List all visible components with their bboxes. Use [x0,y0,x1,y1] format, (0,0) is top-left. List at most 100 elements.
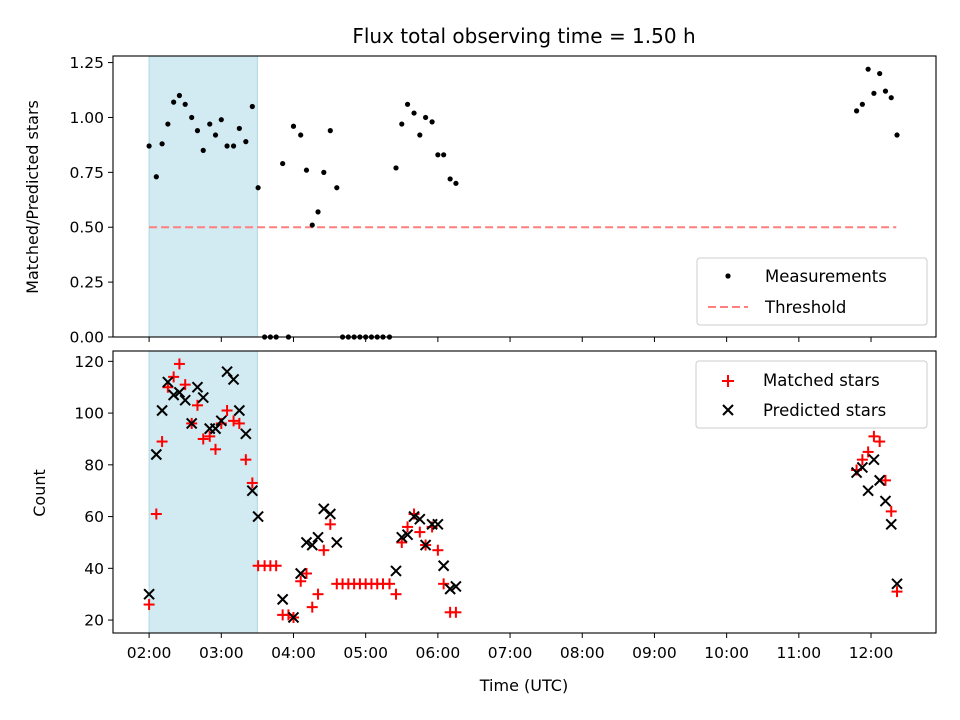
x-tick-label: 07:00 [488,644,533,662]
predicted-star-point [156,404,168,417]
predicted-star-point [450,580,462,593]
bottom-x-axis-ticks: 02:00 03:00 04:00 05:00 06:00 07:00 08:00 09:00… [127,633,894,662]
top-y-axis-label: Matched/Predicted stars [23,100,42,294]
matched-star-point [210,443,222,455]
measurement-point [236,125,242,132]
measurement-point [249,103,255,110]
top-legend: Measurements Threshold [696,257,928,326]
measurement-point [411,110,417,116]
matched-star-point [324,518,336,530]
matched-star-point [390,588,402,600]
predicted-star-point [331,536,343,549]
predicted-star-point [885,518,897,531]
predicted-star-point [233,404,246,417]
x-tick-label: 11:00 [776,644,821,662]
top-plot-frame [112,55,937,338]
measurement-point [435,152,441,158]
matched-star-point [197,433,209,445]
measurement-point [888,95,894,101]
top-y-axis-ticks: 0.00 0.25 0.50 0.75 1.00 1.25 [69,54,113,347]
predicted-star-point [227,373,240,386]
matched-star-point [233,417,245,429]
measurement-point [882,88,889,94]
predicted-star-point [390,565,402,577]
predicted-stars-points [143,365,903,624]
matched-star-point [312,588,324,600]
predicted-star-point [324,508,337,520]
measurement-point [298,132,304,138]
predicted-star-point [215,415,227,427]
predicted-star-point [276,593,289,606]
measurement-point [334,185,340,191]
matched-star-point [414,526,426,538]
predicted-star-point [396,531,408,543]
predicted-star-point [408,510,420,523]
measurement-point [159,141,165,147]
matched-star-point [143,599,155,611]
matched-star-point [162,381,174,393]
predicted-star-point [162,376,174,388]
y-tick-label: 100 [74,405,104,423]
measurement-point [853,108,860,114]
y-tick-label: 0.25 [69,274,104,292]
matched-star-point [240,454,252,466]
highlight-span-rect [148,350,258,634]
measurement-point [404,101,411,107]
predicted-star-point [252,510,264,523]
matched-star-point [300,567,312,579]
y-tick-label: 1.00 [69,109,104,127]
matched-star-point [150,508,162,520]
legend-predicted-label: Predicted stars [763,401,886,420]
top-highlight-span [148,55,258,338]
predicted-star-point [856,461,869,474]
x-tick-label: 03:00 [199,644,244,662]
matched-star-point [191,399,203,411]
measurement-point [224,143,230,149]
matched-star-point [228,415,240,427]
measurement-point [146,143,152,149]
bottom-highlight-span [148,350,258,634]
measurement-point [422,114,429,121]
bottom-legend-box [695,360,928,429]
y-tick-label: 40 [84,560,104,578]
predicted-star-point [414,513,426,525]
matched-star-point [246,477,258,489]
legend-measurements-label: Measurements [765,267,887,286]
matched-star-point [156,436,168,448]
measurement-point [165,121,171,127]
x-tick-label: 02:00 [127,644,172,662]
legend-measurement-marker [725,273,731,279]
measurement-point [255,185,261,191]
y-tick-label: 120 [74,353,104,371]
matched-star-point [318,544,330,556]
predicted-star-point [437,560,450,572]
x-tick-label: 04:00 [271,644,316,662]
top-x-axis-ticks [148,337,872,342]
measurement-point [189,114,195,121]
matched-star-point [874,436,886,448]
legend-matched-label: Matched stars [763,371,880,390]
matched-star-point [383,578,395,590]
measurement-point [207,121,213,127]
measurement-point [447,176,453,182]
top-panel: 0.00 0.25 0.50 0.75 1.00 1.25 Matched/Predict… [23,54,937,347]
matched-star-point [221,405,233,417]
matched-star-point [306,601,318,613]
measurement-point [153,174,159,180]
predicted-star-point [209,422,222,435]
x-tick-label: 12:00 [849,644,894,662]
measurement-point [280,160,286,167]
measurement-point [290,123,297,129]
y-tick-label: 0.75 [69,164,104,182]
predicted-star-point [240,428,252,440]
y-tick-label: 20 [84,612,104,630]
x-tick-label: 09:00 [632,644,677,662]
bottom-plot-frame [112,350,937,634]
measurement-point [894,132,900,138]
bottom-y-axis-ticks: 20 40 60 80 100 120 [74,353,113,630]
measurement-point [176,92,183,99]
predicted-star-point [401,528,414,541]
measurement-point [429,119,435,125]
